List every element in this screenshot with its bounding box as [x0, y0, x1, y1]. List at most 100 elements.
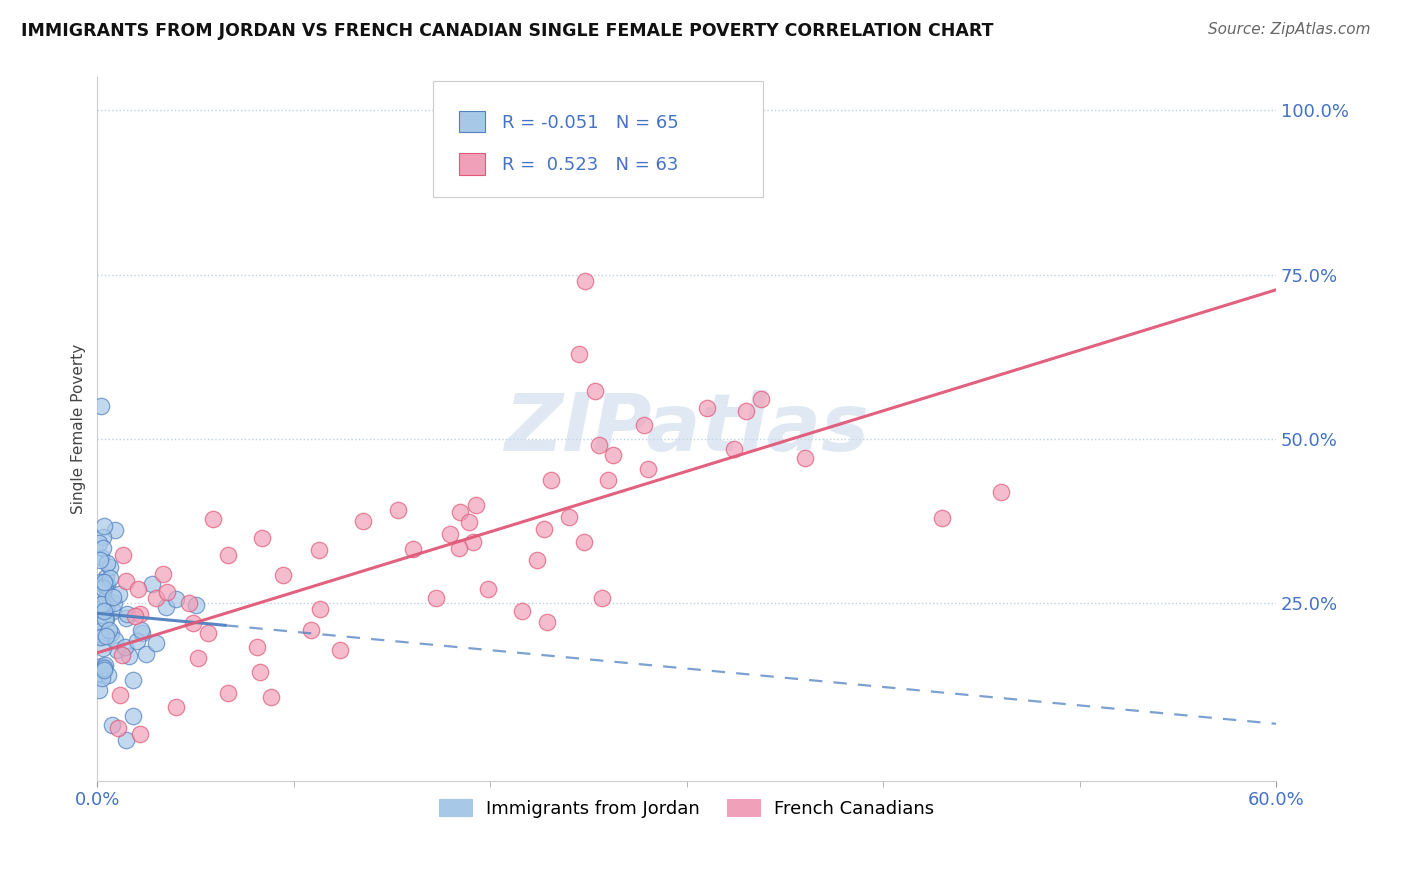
FancyBboxPatch shape — [460, 153, 485, 175]
Point — [93, 661, 115, 675]
Point — [510, 604, 533, 618]
Point — [588, 438, 610, 452]
Point — [250, 531, 273, 545]
Point — [91, 541, 114, 555]
Point — [121, 709, 143, 723]
Point — [165, 591, 187, 606]
Point — [90, 630, 112, 644]
Point — [114, 611, 136, 625]
Point — [793, 451, 815, 466]
Point — [931, 511, 953, 525]
Point — [141, 576, 163, 591]
Point — [96, 600, 118, 615]
Point — [583, 384, 606, 398]
Point — [107, 721, 129, 735]
Point — [574, 274, 596, 288]
Point — [558, 509, 581, 524]
Point — [114, 574, 136, 588]
Point — [97, 668, 120, 682]
Point — [155, 600, 177, 615]
Point — [152, 567, 174, 582]
Point — [114, 733, 136, 747]
Point — [108, 688, 131, 702]
Point — [98, 624, 121, 638]
Point — [749, 392, 772, 406]
Point — [101, 718, 124, 732]
Point — [100, 625, 122, 640]
Y-axis label: Single Female Poverty: Single Female Poverty — [72, 344, 86, 515]
Point — [596, 473, 619, 487]
Point — [572, 535, 595, 549]
Point — [96, 578, 118, 592]
Point — [91, 640, 114, 655]
Point — [93, 599, 115, 614]
Text: R = -0.051   N = 65: R = -0.051 N = 65 — [502, 114, 678, 132]
Point — [89, 575, 111, 590]
Point — [260, 690, 283, 704]
Point — [103, 596, 125, 610]
Point — [94, 570, 117, 584]
Point — [217, 548, 239, 562]
Point — [179, 596, 201, 610]
Point — [308, 542, 330, 557]
Point — [114, 640, 136, 654]
Point — [91, 581, 114, 595]
Point — [94, 612, 117, 626]
Point — [990, 484, 1012, 499]
Point — [118, 648, 141, 663]
Point — [540, 473, 562, 487]
Point — [249, 665, 271, 680]
Point — [90, 550, 112, 565]
Point — [93, 657, 115, 672]
Point — [187, 651, 209, 665]
Point — [734, 403, 756, 417]
Point — [93, 518, 115, 533]
Point — [101, 604, 124, 618]
Point — [201, 512, 224, 526]
Point — [135, 647, 157, 661]
Point — [568, 346, 591, 360]
Point — [165, 700, 187, 714]
Point — [91, 671, 114, 685]
Point — [461, 535, 484, 549]
Point — [89, 624, 111, 638]
Point — [533, 522, 555, 536]
Point — [246, 640, 269, 654]
Point — [103, 591, 125, 605]
Point — [129, 623, 152, 637]
Point — [271, 568, 294, 582]
Point — [94, 579, 117, 593]
Text: ZIPatlas: ZIPatlas — [505, 390, 869, 468]
Point — [425, 591, 447, 605]
Point — [131, 626, 153, 640]
Point — [90, 658, 112, 673]
Point — [89, 536, 111, 550]
Point — [115, 607, 138, 622]
Point — [128, 727, 150, 741]
Point — [121, 673, 143, 687]
Point — [602, 449, 624, 463]
Point — [93, 574, 115, 589]
Point — [127, 582, 149, 596]
Point — [96, 556, 118, 570]
Point — [591, 591, 613, 605]
Text: R =  0.523   N = 63: R = 0.523 N = 63 — [502, 156, 678, 174]
Point — [217, 686, 239, 700]
Point — [449, 504, 471, 518]
Point — [181, 615, 204, 630]
Point — [107, 587, 129, 601]
Text: IMMIGRANTS FROM JORDAN VS FRENCH CANADIAN SINGLE FEMALE POVERTY CORRELATION CHAR: IMMIGRANTS FROM JORDAN VS FRENCH CANADIA… — [21, 22, 994, 40]
Point — [91, 530, 114, 544]
Point — [352, 514, 374, 528]
Point — [696, 401, 718, 415]
Point — [93, 604, 115, 618]
Point — [111, 648, 134, 663]
Point — [89, 630, 111, 644]
Point — [145, 591, 167, 606]
Point — [301, 623, 323, 637]
Point — [465, 499, 488, 513]
Point — [125, 633, 148, 648]
Point — [536, 615, 558, 630]
Point — [184, 598, 207, 612]
Point — [89, 618, 111, 632]
